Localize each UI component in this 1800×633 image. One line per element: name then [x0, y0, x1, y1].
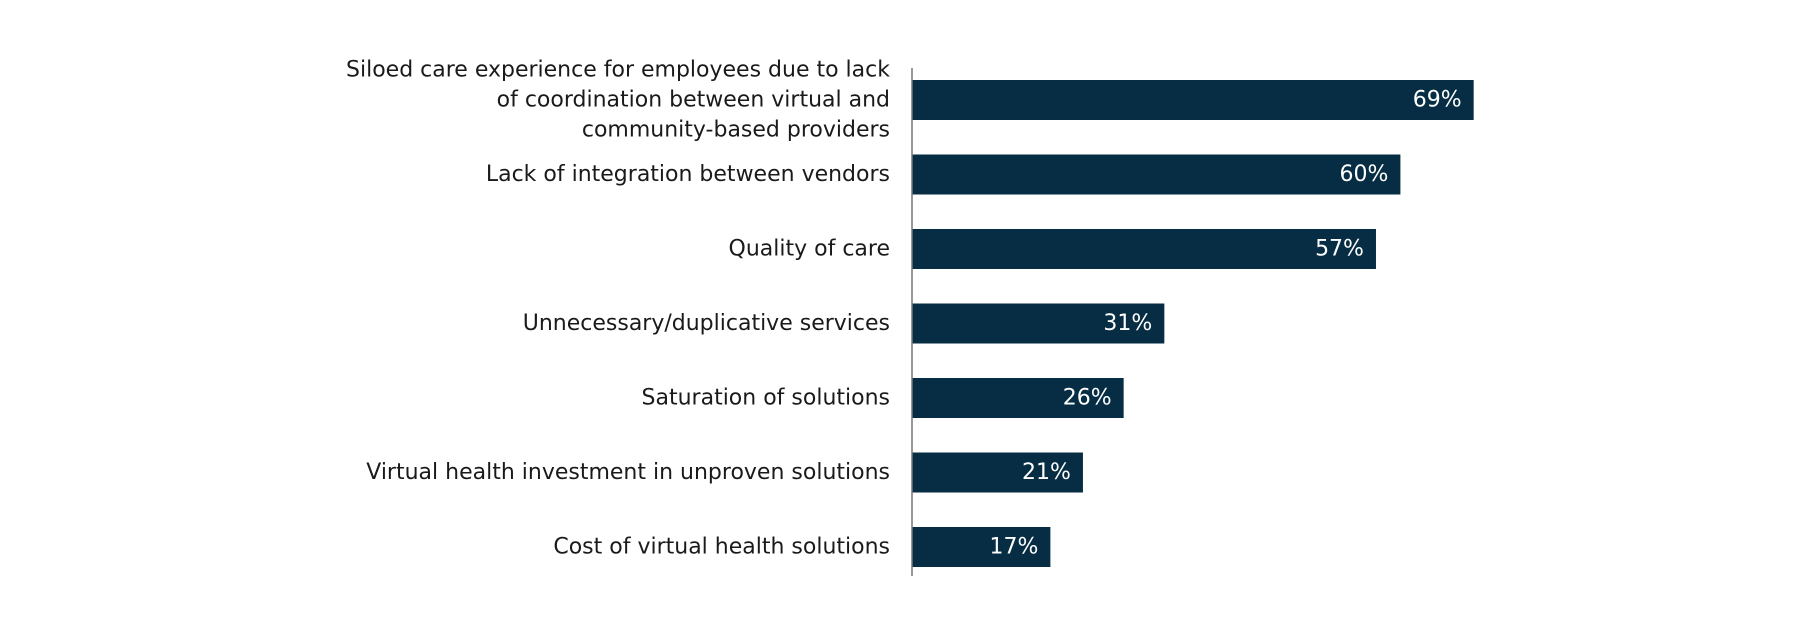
bar-1	[912, 154, 1401, 195]
category-label-0-line-2: community-based providers	[582, 118, 890, 143]
value-label-1: 60%	[1339, 162, 1388, 187]
bar-3	[912, 303, 1165, 344]
category-label-4-line-0: Saturation of solutions	[642, 386, 890, 411]
category-labels-layer: Siloed care experience for employees due…	[346, 58, 890, 560]
value-label-5: 21%	[1022, 460, 1071, 485]
category-label-3-line-0: Unnecessary/duplicative services	[523, 311, 890, 336]
category-label-1: Lack of integration between vendors	[486, 162, 890, 187]
value-label-4: 26%	[1063, 386, 1112, 411]
bar-6	[912, 527, 1051, 567]
category-label-5-line-0: Virtual health investment in unproven so…	[366, 460, 890, 485]
value-label-3: 31%	[1103, 311, 1152, 336]
category-label-6: Cost of virtual health solutions	[553, 535, 890, 560]
category-label-0-line-0: Siloed care experience for employees due…	[346, 58, 890, 83]
bar-0	[912, 80, 1474, 120]
category-label-0-line-1: of coordination between virtual and	[497, 88, 890, 113]
value-labels-layer: 69% 60% 57% 31% 26% 21% 17%	[989, 88, 1461, 560]
value-label-6: 17%	[989, 535, 1038, 560]
category-label-3: Unnecessary/duplicative services	[523, 311, 890, 336]
category-label-2-line-0: Quality of care	[729, 237, 890, 262]
category-label-6-line-0: Cost of virtual health solutions	[553, 535, 890, 560]
category-label-2: Quality of care	[729, 237, 890, 262]
value-label-0: 69%	[1413, 88, 1462, 113]
category-label-4: Saturation of solutions	[642, 386, 890, 411]
category-label-0: Siloed care experience for employees due…	[346, 58, 890, 143]
bar-5	[912, 452, 1083, 493]
bar-2	[912, 229, 1376, 269]
bar-4	[912, 378, 1124, 418]
category-label-1-line-0: Lack of integration between vendors	[486, 162, 890, 187]
value-label-2: 57%	[1315, 237, 1364, 262]
bars-layer	[912, 80, 1474, 567]
category-label-5: Virtual health investment in unproven so…	[366, 460, 890, 485]
